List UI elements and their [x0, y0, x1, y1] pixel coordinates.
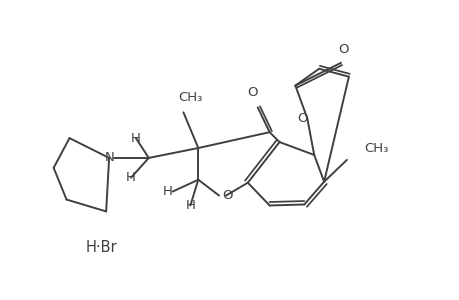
Text: O: O — [247, 86, 257, 100]
Text: H·Br: H·Br — [85, 240, 117, 255]
Text: H: H — [126, 171, 135, 184]
Text: H: H — [185, 199, 195, 212]
Text: O: O — [296, 112, 307, 125]
Text: O: O — [338, 43, 348, 56]
Text: H: H — [162, 185, 172, 198]
Text: H: H — [131, 132, 140, 145]
Text: CH₃: CH₃ — [364, 142, 388, 154]
Text: O: O — [222, 189, 232, 202]
Text: CH₃: CH₃ — [178, 92, 202, 104]
Text: N: N — [104, 152, 114, 164]
